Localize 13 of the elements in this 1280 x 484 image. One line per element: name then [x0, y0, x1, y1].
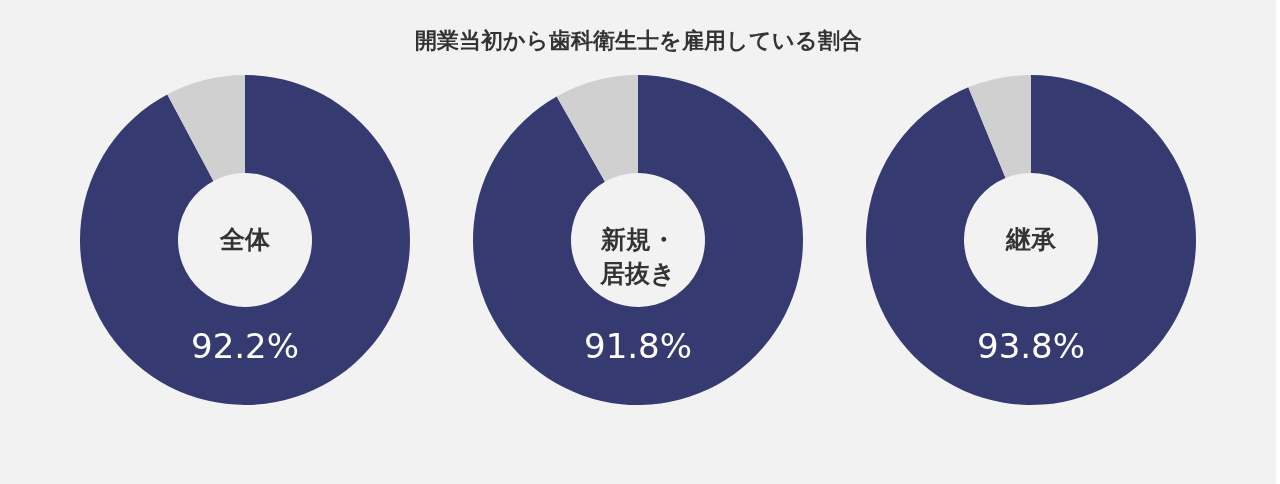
text: 継承 [1005, 225, 1057, 254]
donut-slice [556, 75, 638, 182]
data-label: 92.2% [190, 326, 300, 366]
text: 新規・居抜き [599, 225, 676, 288]
donut-slice [866, 75, 1196, 405]
donut-slice [167, 75, 245, 181]
data-label: 91.8% [583, 326, 693, 366]
donut-slice [473, 75, 803, 405]
donut-slice [968, 75, 1031, 179]
text: 開業当初から歯科衛生士を雇用している割合 [414, 28, 862, 53]
data-label: 93.8% [976, 326, 1086, 366]
text: 全体 [219, 225, 271, 254]
donut-slice [80, 75, 410, 405]
